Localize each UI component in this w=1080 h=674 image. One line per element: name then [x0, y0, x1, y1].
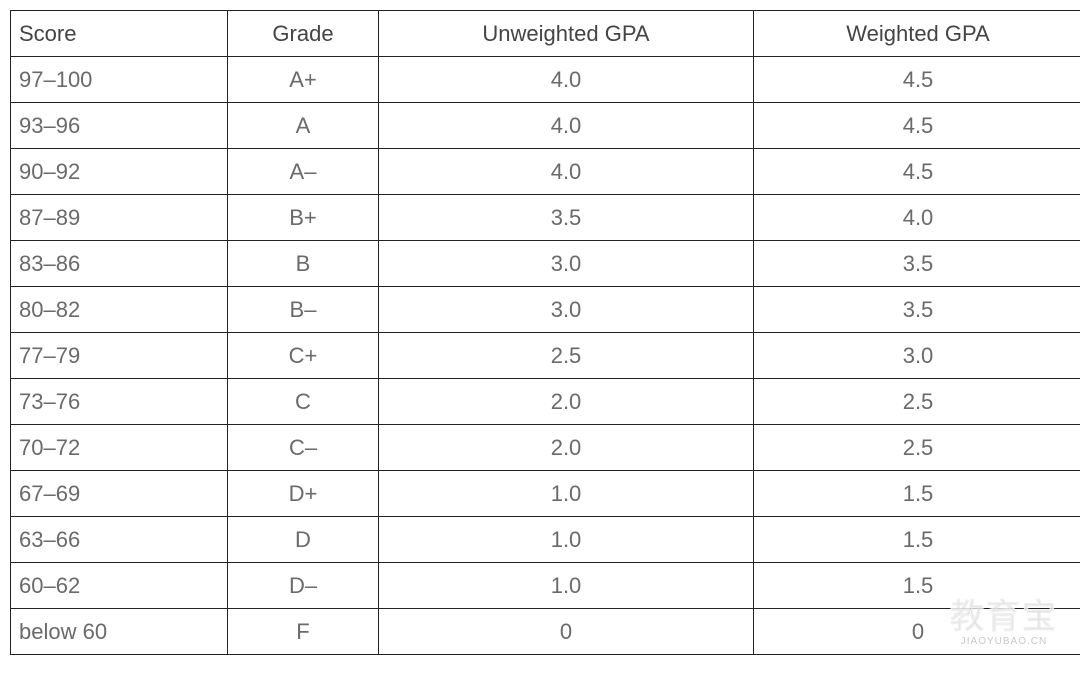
- table-row: 77–79 C+ 2.5 3.0: [10, 332, 1080, 379]
- cell-weighted-gpa: 4.0: [753, 194, 1080, 241]
- table-row: 63–66 D 1.0 1.5: [10, 516, 1080, 563]
- cell-weighted-gpa: 4.5: [753, 148, 1080, 195]
- cell-grade: C–: [227, 424, 379, 471]
- cell-unweighted-gpa: 3.0: [378, 286, 754, 333]
- cell-score: 77–79: [10, 332, 228, 379]
- cell-grade: B–: [227, 286, 379, 333]
- cell-score: 90–92: [10, 148, 228, 195]
- header-grade: Grade: [227, 10, 379, 57]
- cell-score: 80–82: [10, 286, 228, 333]
- cell-weighted-gpa: 3.5: [753, 286, 1080, 333]
- cell-grade: B+: [227, 194, 379, 241]
- cell-weighted-gpa: 1.5: [753, 470, 1080, 517]
- cell-unweighted-gpa: 2.0: [378, 424, 754, 471]
- cell-unweighted-gpa: 4.0: [378, 56, 754, 103]
- cell-grade: A+: [227, 56, 379, 103]
- cell-score: 63–66: [10, 516, 228, 563]
- cell-unweighted-gpa: 4.0: [378, 148, 754, 195]
- table-body: 97–100 A+ 4.0 4.5 93–96 A 4.0 4.5 90–92 A– 4.0 4.5 8…: [10, 56, 1080, 655]
- cell-grade: F: [227, 608, 379, 655]
- cell-unweighted-gpa: 4.0: [378, 102, 754, 149]
- cell-grade: D–: [227, 562, 379, 609]
- cell-score: 97–100: [10, 56, 228, 103]
- cell-unweighted-gpa: 3.5: [378, 194, 754, 241]
- cell-weighted-gpa: 1.5: [753, 562, 1080, 609]
- cell-grade: B: [227, 240, 379, 287]
- header-score: Score: [10, 10, 228, 57]
- cell-grade: D: [227, 516, 379, 563]
- header-unweighted-gpa: Unweighted GPA: [378, 10, 754, 57]
- cell-grade: A–: [227, 148, 379, 195]
- cell-unweighted-gpa: 1.0: [378, 470, 754, 517]
- table-header: Score Grade Unweighted GPA Weighted GPA: [10, 10, 1080, 57]
- cell-grade: C: [227, 378, 379, 425]
- cell-weighted-gpa: 1.5: [753, 516, 1080, 563]
- cell-weighted-gpa: 3.0: [753, 332, 1080, 379]
- cell-weighted-gpa: 4.5: [753, 102, 1080, 149]
- cell-unweighted-gpa: 2.5: [378, 332, 754, 379]
- cell-score: below 60: [10, 608, 228, 655]
- cell-weighted-gpa: 2.5: [753, 424, 1080, 471]
- cell-weighted-gpa: 2.5: [753, 378, 1080, 425]
- cell-unweighted-gpa: 3.0: [378, 240, 754, 287]
- table-row: 80–82 B– 3.0 3.5: [10, 286, 1080, 333]
- table-row: 93–96 A 4.0 4.5: [10, 102, 1080, 149]
- cell-unweighted-gpa: 1.0: [378, 562, 754, 609]
- header-weighted-gpa: Weighted GPA: [753, 10, 1080, 57]
- cell-unweighted-gpa: 2.0: [378, 378, 754, 425]
- table-row: 87–89 B+ 3.5 4.0: [10, 194, 1080, 241]
- cell-grade: C+: [227, 332, 379, 379]
- gpa-conversion-table: Score Grade Unweighted GPA Weighted GPA …: [10, 10, 1080, 655]
- cell-weighted-gpa: 3.5: [753, 240, 1080, 287]
- table-row: 73–76 C 2.0 2.5: [10, 378, 1080, 425]
- cell-grade: A: [227, 102, 379, 149]
- table-row: 90–92 A– 4.0 4.5: [10, 148, 1080, 195]
- cell-score: 83–86: [10, 240, 228, 287]
- cell-unweighted-gpa: 0: [378, 608, 754, 655]
- cell-score: 70–72: [10, 424, 228, 471]
- table-row: 97–100 A+ 4.0 4.5: [10, 56, 1080, 103]
- cell-weighted-gpa: 0: [753, 608, 1080, 655]
- table-row: below 60 F 0 0: [10, 608, 1080, 655]
- cell-score: 93–96: [10, 102, 228, 149]
- header-row: Score Grade Unweighted GPA Weighted GPA: [10, 10, 1080, 57]
- cell-score: 67–69: [10, 470, 228, 517]
- cell-score: 73–76: [10, 378, 228, 425]
- cell-score: 60–62: [10, 562, 228, 609]
- cell-score: 87–89: [10, 194, 228, 241]
- table-row: 70–72 C– 2.0 2.5: [10, 424, 1080, 471]
- table-row: 83–86 B 3.0 3.5: [10, 240, 1080, 287]
- cell-unweighted-gpa: 1.0: [378, 516, 754, 563]
- cell-weighted-gpa: 4.5: [753, 56, 1080, 103]
- table-row: 60–62 D– 1.0 1.5: [10, 562, 1080, 609]
- cell-grade: D+: [227, 470, 379, 517]
- table-row: 67–69 D+ 1.0 1.5: [10, 470, 1080, 517]
